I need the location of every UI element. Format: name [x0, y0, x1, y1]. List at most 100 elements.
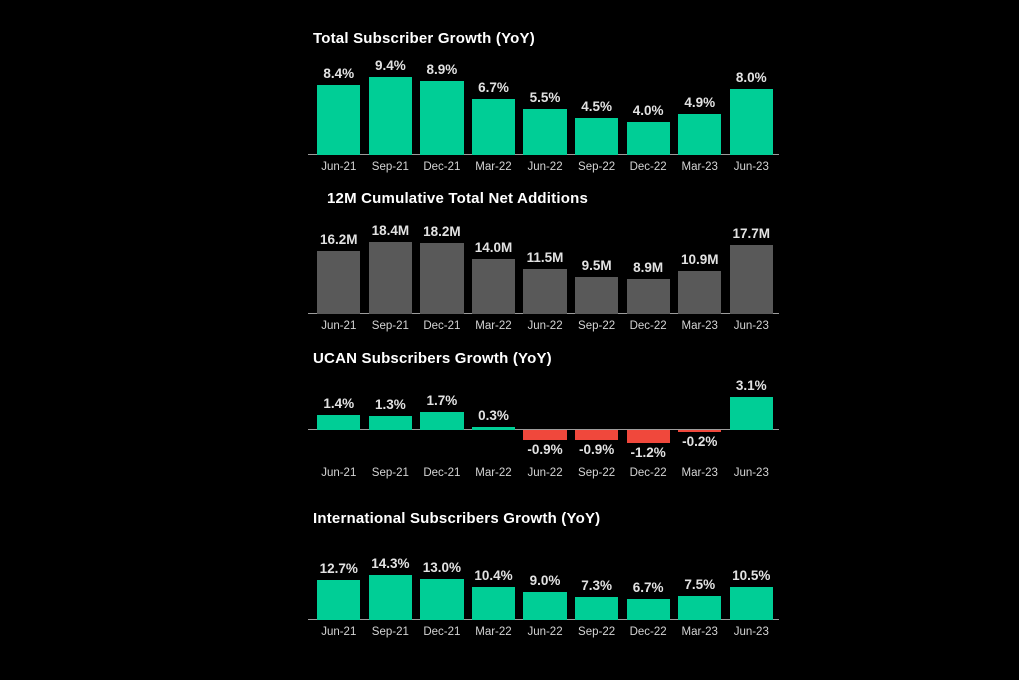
x-axis-label: Sep-21 — [371, 626, 409, 638]
value-label: 1.3% — [374, 397, 406, 412]
x-axis-label: Sep-21 — [371, 161, 409, 173]
value-label: 4.5% — [581, 99, 612, 114]
value-label: 18.2M — [423, 224, 461, 239]
bar-group-jun-22: 5.5% — [519, 57, 571, 155]
bar-group-jun-22: 9.0% — [519, 537, 571, 620]
bar-positive — [729, 397, 773, 430]
bar-group-sep-22: 7.3% — [571, 537, 623, 620]
subscriber-growth-dashboard: Total Subscriber Growth (YoY) 8.4% 9.4% 8.… — [308, 0, 779, 680]
value-label: 10.4% — [474, 568, 513, 583]
bar-group-jun-21: 12.7% — [313, 537, 365, 620]
x-axis-label: Sep-22 — [578, 467, 616, 479]
plot-area: 1.4% 1.3% 1.7% 0.3% -0.9% -0.9% -1.2% -0.2% 3.1% — [308, 377, 779, 461]
bar-group-mar-23: 10.9M — [674, 217, 726, 314]
value-label: 12.7% — [319, 561, 358, 576]
x-axis-label: Mar-23 — [681, 161, 718, 173]
bar-group-jun-22: -0.9% — [519, 377, 571, 461]
bar-positive — [471, 587, 516, 620]
value-label: 1.7% — [426, 393, 458, 408]
bar-positive — [626, 599, 670, 620]
x-axis-label: Jun-23 — [733, 161, 769, 173]
bar-group-jun-22: 11.5M — [519, 217, 571, 314]
x-axis-label: Dec-21 — [423, 626, 461, 638]
value-label: 9.4% — [374, 58, 406, 73]
bar-positive — [678, 114, 722, 155]
bar-positive — [368, 77, 412, 155]
x-axis-label: Jun-22 — [527, 626, 563, 638]
bar-group-sep-21: 18.4M — [365, 217, 417, 314]
value-label: 8.4% — [323, 66, 355, 81]
bar-positive — [317, 85, 361, 155]
value-label: 3.1% — [735, 378, 767, 393]
x-axis-label: Sep-21 — [371, 320, 409, 332]
x-axis-label: Sep-21 — [371, 467, 409, 479]
bar-positive — [523, 269, 567, 314]
bar-positive — [471, 99, 516, 155]
bar-negative — [574, 430, 619, 440]
plot-area: 16.2M 18.4M 18.2M 14.0M 11.5M 9.5M 8.9M 10.9M 17… — [308, 217, 779, 314]
bar-positive — [523, 592, 567, 620]
value-label: -0.9% — [527, 442, 563, 457]
bar-group-jun-23: 3.1% — [726, 377, 778, 461]
bar-group-jun-21: 1.4% — [313, 377, 365, 461]
bar-series: 8.4% 9.4% 8.9% 6.7% 5.5% 4.5% 4.0% 4.9% 8.0% — [313, 57, 777, 155]
bar-group-jun-21: 8.4% — [313, 57, 365, 155]
x-axis-label: Sep-22 — [578, 161, 616, 173]
bar-positive — [420, 579, 464, 620]
bar-positive — [574, 597, 619, 620]
bar-group-sep-21: 14.3% — [365, 537, 417, 620]
plot-area: 8.4% 9.4% 8.9% 6.7% 5.5% 4.5% 4.0% 4.9% 8.0% — [308, 57, 779, 155]
x-axis-label: Jun-21 — [321, 467, 357, 479]
bar-group-sep-22: 4.5% — [571, 57, 623, 155]
x-axis-label: Mar-23 — [681, 320, 718, 332]
value-label: 18.4M — [371, 223, 410, 238]
x-axis-label: Sep-22 — [578, 320, 616, 332]
bar-positive — [678, 596, 722, 620]
bar-positive — [420, 243, 464, 314]
bar-group-dec-22: 8.9M — [622, 217, 674, 314]
chart-total-subscriber-growth: Total Subscriber Growth (YoY) 8.4% 9.4% 8.… — [308, 30, 779, 173]
bar-positive — [729, 89, 773, 155]
value-label: -0.2% — [682, 434, 718, 449]
value-label: 17.7M — [732, 226, 771, 241]
bar-group-jun-21: 16.2M — [313, 217, 365, 314]
bar-series: 1.4% 1.3% 1.7% 0.3% -0.9% -0.9% -1.2% -0.2% 3.1% — [313, 377, 777, 461]
chart-title: UCAN Subscribers Growth (YoY) — [313, 350, 552, 367]
value-label: 6.7% — [632, 580, 664, 595]
bar-positive — [420, 412, 464, 430]
bar-positive — [574, 118, 619, 155]
chart-title: Total Subscriber Growth (YoY) — [313, 30, 535, 47]
value-label: 8.0% — [735, 70, 767, 85]
value-label: 4.9% — [684, 95, 716, 110]
value-label: 4.0% — [632, 103, 664, 118]
chart-international-subscribers-growth: International Subscribers Growth (YoY) 1… — [308, 510, 779, 638]
bar-group-sep-22: 9.5M — [571, 217, 623, 314]
x-axis: Jun-21 Sep-21 Dec-21 Mar-22 Jun-22 Sep-22 Dec-… — [313, 626, 777, 638]
x-axis-label: Dec-22 — [629, 626, 667, 638]
x-axis-label: Dec-22 — [629, 467, 667, 479]
chart-net-additions: 12M Cumulative Total Net Additions 16.2M… — [308, 190, 779, 332]
bar-positive — [729, 245, 773, 314]
x-axis-label: Jun-23 — [733, 626, 769, 638]
bar-group-jun-23: 17.7M — [726, 217, 778, 314]
bar-group-dec-21: 8.9% — [416, 57, 468, 155]
bar-positive — [471, 427, 516, 430]
bar-positive — [317, 251, 361, 314]
bar-group-sep-21: 1.3% — [365, 377, 417, 461]
bar-group-mar-22: 10.4% — [468, 537, 520, 620]
value-label: 6.7% — [478, 80, 509, 95]
x-axis-label: Dec-21 — [423, 320, 461, 332]
value-label: 10.9M — [680, 252, 719, 267]
value-label: 7.5% — [684, 577, 716, 592]
bar-negative — [523, 430, 567, 440]
bar-group-mar-22: 0.3% — [468, 377, 520, 461]
value-label: 14.0M — [474, 240, 513, 255]
value-label: 5.5% — [529, 90, 561, 105]
bar-positive — [523, 109, 567, 155]
x-axis-label: Dec-22 — [629, 161, 667, 173]
value-label: 9.0% — [529, 573, 561, 588]
x-axis-label: Jun-21 — [321, 626, 357, 638]
x-axis-label: Mar-23 — [681, 626, 718, 638]
bar-group-dec-22: -1.2% — [622, 377, 674, 461]
bar-group-dec-21: 13.0% — [416, 537, 468, 620]
